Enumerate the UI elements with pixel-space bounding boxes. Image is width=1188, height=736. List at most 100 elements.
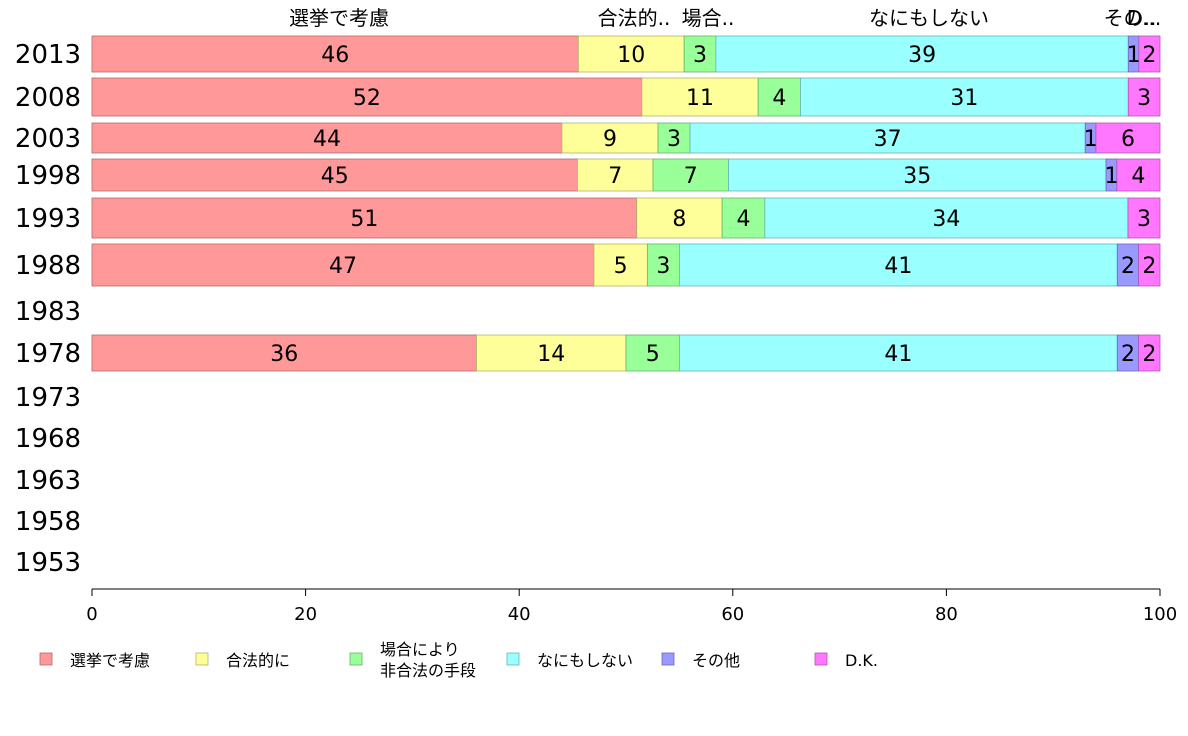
legend-label: その他 <box>692 651 740 670</box>
year-label: 1978 <box>15 339 81 369</box>
year-label: 2013 <box>15 40 81 70</box>
bar-segment <box>764 197 1129 239</box>
segment-value-label: 4 <box>1131 164 1145 189</box>
segment-value-label: 41 <box>884 254 912 279</box>
bar-segment <box>1138 35 1161 73</box>
bar-segment <box>728 158 1107 192</box>
bar-segment <box>1127 197 1161 239</box>
legend-swatch <box>39 652 53 666</box>
legend-label: 選挙で考慮 <box>70 651 150 670</box>
segment-value-label: 3 <box>1137 86 1151 111</box>
bar-segment <box>91 122 563 154</box>
segment-value-label: 7 <box>684 164 698 189</box>
year-label: 1973 <box>15 383 81 413</box>
segment-value-label: 1 <box>1127 43 1141 68</box>
segment-value-label: 3 <box>693 43 707 68</box>
x-tick-label: 80 <box>935 604 958 625</box>
bar-segment <box>652 158 729 192</box>
segment-value-label: 46 <box>321 43 349 68</box>
legend-swatch <box>814 652 828 666</box>
bar-segment <box>91 35 579 73</box>
bar-segment <box>800 77 1129 117</box>
segment-value-label: 2 <box>1142 342 1156 367</box>
bar-segment <box>625 334 680 372</box>
segment-value-label: 36 <box>270 342 298 367</box>
segment-value-label: 2 <box>1121 342 1135 367</box>
segment-value-label: 51 <box>350 207 378 232</box>
segment-value-label: 14 <box>537 342 565 367</box>
bar-segment <box>1127 77 1161 117</box>
segment-value-label: 8 <box>672 207 686 232</box>
series-headers: 選挙で考慮 合法的.. 場合.. なにもしない その..D... <box>289 6 1161 30</box>
bar-segment <box>91 77 643 117</box>
year-label: 1953 <box>15 548 81 578</box>
legend-swatch <box>661 652 675 666</box>
year-label: 1983 <box>15 297 81 327</box>
segment-value-label: 2 <box>1142 254 1156 279</box>
segment-value-label: 6 <box>1121 127 1135 152</box>
segment-value-label: 2 <box>1142 43 1156 68</box>
segment-value-label: 39 <box>908 43 936 68</box>
series-header: D... <box>1127 6 1161 30</box>
segment-value-label: 1 <box>1104 164 1118 189</box>
segment-value-label: 5 <box>614 254 628 279</box>
x-tick-label: 40 <box>508 604 531 625</box>
segment-value-label: 2 <box>1121 254 1135 279</box>
x-tick-label: 100 <box>1143 604 1177 625</box>
segment-value-label: 34 <box>932 207 960 232</box>
series-header: 合法的.. <box>598 6 671 30</box>
segment-value-label: 41 <box>884 342 912 367</box>
series-header: その.. <box>1104 6 1157 30</box>
bar-segment <box>646 243 680 287</box>
bar-segment <box>679 243 1118 287</box>
year-label: 1998 <box>15 161 81 191</box>
year-label: 1968 <box>15 424 81 454</box>
bar-segment <box>1138 243 1161 287</box>
year-label: 1993 <box>15 204 81 234</box>
year-label: 2003 <box>15 124 81 154</box>
segment-value-label: 44 <box>313 127 341 152</box>
segment-value-label: 7 <box>608 164 622 189</box>
legend-swatch <box>195 652 209 666</box>
segment-value-label: 1 <box>1084 127 1098 152</box>
bar-segment <box>657 122 691 154</box>
legend-label: 合法的に <box>226 651 290 670</box>
segment-value-label: 3 <box>667 127 681 152</box>
series-header: 選挙で考慮 <box>289 6 389 30</box>
bar-segment <box>1116 158 1161 192</box>
segment-value-label: 9 <box>603 127 617 152</box>
year-label: 2008 <box>15 83 81 113</box>
bar-segment <box>91 197 638 239</box>
year-labels: 2013 2008 2003 1998 1993 1988 1983 1978 1973 1968… <box>15 40 81 578</box>
legend-swatch <box>349 652 363 666</box>
year-label: 1958 <box>15 507 81 537</box>
legend-label: なにもしない <box>537 651 633 670</box>
bar-segment <box>683 35 717 73</box>
bar-segment <box>1095 122 1161 154</box>
bars: 46 10 3 39 1 252 11 4 31 344 9 3 37 1 645 7 7 35 1 451 8 4 34 3… <box>91 35 1161 372</box>
segment-value-label: 11 <box>686 86 714 111</box>
legend-label: 場合により <box>380 640 460 659</box>
legend-label: 非合法の手段 <box>380 661 476 680</box>
x-tick-label: 20 <box>294 604 317 625</box>
x-tick-label: 60 <box>721 604 744 625</box>
segment-value-label: 37 <box>874 127 902 152</box>
year-label: 1963 <box>15 466 81 496</box>
x-tick-label: 0 <box>86 604 97 625</box>
bar-segment <box>577 158 654 192</box>
x-axis: 0 20 40 60 80 100 <box>86 588 1177 625</box>
bar-segment <box>91 158 578 192</box>
legend-label: D.K. <box>845 651 878 670</box>
bar-segment <box>578 35 685 73</box>
segment-value-label: 10 <box>617 43 645 68</box>
bar-segment <box>593 243 648 287</box>
segment-value-label: 4 <box>772 86 786 111</box>
segment-value-label: 5 <box>646 342 660 367</box>
bar-segment <box>1138 334 1161 372</box>
bar-segment <box>641 77 759 117</box>
segment-value-label: 52 <box>353 86 381 111</box>
series-header: 場合.. <box>682 6 735 30</box>
segment-value-label: 47 <box>329 254 357 279</box>
